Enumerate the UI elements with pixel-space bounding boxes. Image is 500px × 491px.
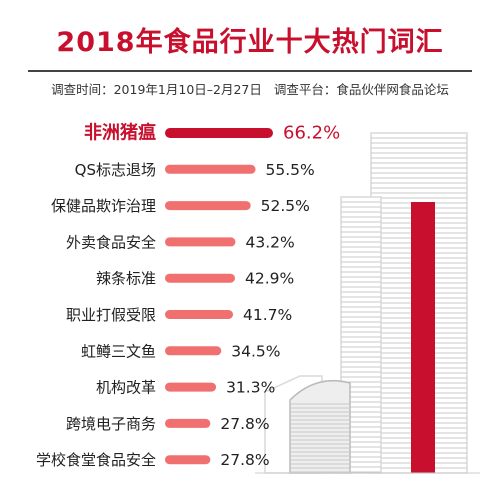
curved-building-windows: [290, 403, 350, 473]
bar-1: [165, 128, 273, 138]
category-label-8: 机构改革: [96, 379, 156, 397]
survey-time: 调查时间：2019年1月10日–2月27日: [51, 82, 262, 97]
building-decoration: [255, 132, 480, 474]
category-label-2: QS标志退场: [75, 161, 156, 179]
bar-8: [165, 382, 217, 392]
category-label-9: 跨境电子商务: [66, 415, 156, 433]
bar-10: [165, 455, 211, 465]
value-label-5: 42.9%: [245, 270, 294, 288]
bar-3: [165, 201, 251, 211]
value-label-8: 31.3%: [226, 379, 275, 397]
survey-platform: 调查平台：食品伙伴网食品论坛: [273, 82, 449, 97]
category-label-5: 辣条标准: [96, 270, 156, 288]
category-label-10: 学校食堂食品安全: [36, 451, 156, 469]
category-labels-group: 非洲猪瘟 QS标志退场保健品欺诈治理外卖食品安全辣条标准职业打假受限虹鳟三文鱼机构…: [36, 122, 156, 470]
bar-7: [165, 346, 222, 356]
red-tower: [411, 202, 435, 473]
value-label-7: 34.5%: [231, 342, 280, 360]
category-label-3: 保健品欺诈治理: [51, 197, 156, 215]
value-labels-group: 66.2% 55.5% 52.5% 43.2% 42.9% 41.7% 34.5% 31.3%…: [220, 123, 340, 470]
survey-info: 调查时间：2019年1月10日–2月27日 调查平台：食品伙伴网食品论坛: [0, 79, 500, 98]
bar-5: [165, 273, 235, 283]
category-label-7: 虹鳟三文鱼: [81, 342, 156, 360]
mid-building-windows: [341, 201, 381, 473]
value-label-3: 52.5%: [261, 197, 310, 215]
category-label-4: 外卖食品安全: [66, 233, 156, 251]
value-label-10: 27.8%: [220, 451, 269, 469]
bar-9: [165, 418, 211, 428]
bar-2: [165, 164, 256, 174]
value-label-2: 55.5%: [266, 161, 315, 179]
value-label-1: 66.2%: [283, 123, 340, 144]
value-label-6: 41.7%: [243, 306, 292, 324]
bar-4: [165, 237, 236, 247]
title-divider: [28, 70, 472, 72]
chart-title: 2018年食品行业十大热门词汇: [56, 27, 444, 58]
bar-6: [165, 310, 234, 319]
bars-group: [165, 128, 273, 465]
value-label-9: 27.8%: [220, 415, 269, 433]
curved-building: [289, 379, 351, 474]
value-label-4: 43.2%: [245, 233, 294, 251]
category-label-6: 职业打假受限: [66, 306, 156, 324]
category-label-1: 非洲猪瘟: [84, 122, 156, 144]
